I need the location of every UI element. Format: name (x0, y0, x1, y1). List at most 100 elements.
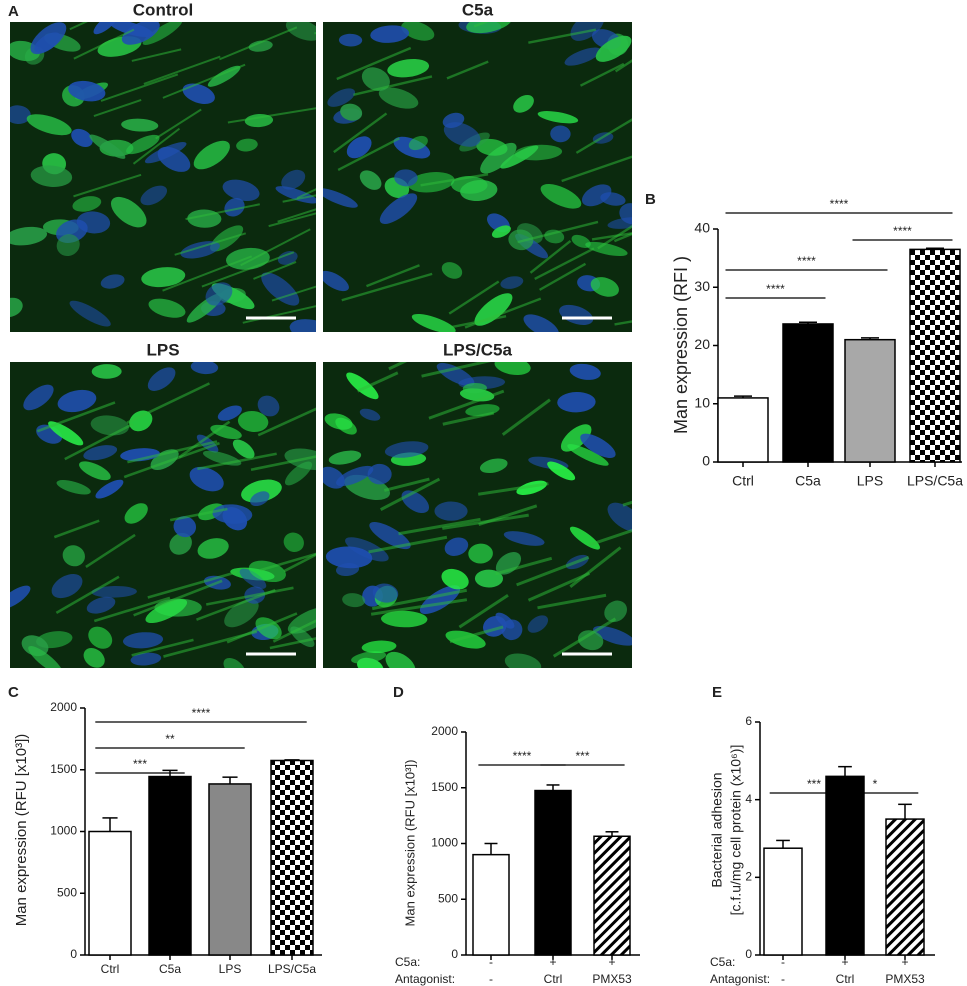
fiber (516, 555, 590, 587)
cell (607, 217, 632, 229)
cell (335, 563, 360, 577)
bar (885, 818, 925, 956)
cell (361, 640, 397, 654)
fiber (147, 570, 238, 599)
fiber (442, 411, 495, 426)
cell (83, 647, 105, 668)
fiber (575, 118, 632, 154)
bar (763, 847, 803, 956)
fiber (495, 556, 553, 576)
bar (208, 783, 252, 956)
cell (564, 47, 601, 66)
fiber (126, 382, 211, 424)
bar (472, 853, 510, 956)
cell (121, 118, 159, 132)
cell (100, 274, 125, 289)
fiber (333, 112, 388, 154)
cell (407, 172, 455, 193)
cell (476, 138, 508, 156)
cell (182, 83, 215, 104)
significance-label: **** (192, 706, 211, 720)
fiber (379, 477, 441, 511)
cell (394, 169, 418, 187)
bar (593, 835, 631, 956)
cell (76, 211, 111, 234)
significance-label: *** (133, 757, 147, 771)
y-axis-label: Man expression (RFU [x10³]) (13, 734, 30, 927)
cell (369, 522, 411, 550)
cell (480, 142, 517, 174)
row-label: Antagonist: (395, 972, 455, 986)
fiber (219, 26, 298, 61)
panel-label: E (712, 684, 722, 701)
fiber (588, 528, 632, 547)
y-tick-label: 500 (438, 891, 458, 905)
significance-label: * (873, 777, 878, 791)
fiber (169, 507, 228, 522)
image-label: C5a (462, 0, 494, 19)
x-tick-label: LPS (219, 962, 242, 976)
fiber (131, 48, 182, 62)
cell (367, 463, 392, 485)
fiber (529, 239, 572, 274)
micrograph (10, 22, 316, 332)
cell (325, 546, 373, 569)
significance-label: ** (165, 732, 175, 746)
fiber (100, 73, 179, 102)
fiber (421, 362, 492, 378)
x-tick-label: Ctrl (732, 473, 754, 489)
cell (401, 22, 435, 41)
cell (503, 531, 545, 546)
fiber (296, 188, 316, 200)
fiber (398, 517, 481, 536)
cell (48, 421, 84, 446)
cell (95, 479, 124, 499)
cell (205, 282, 233, 306)
cell (56, 480, 91, 495)
cell (550, 125, 571, 143)
fiber (458, 593, 509, 629)
micrograph (323, 362, 632, 668)
fiber (185, 203, 260, 221)
cell (336, 465, 374, 487)
cell (370, 25, 410, 43)
image-label: LPS (146, 340, 179, 359)
cell (384, 441, 429, 458)
micrograph (10, 362, 316, 668)
cell (500, 276, 524, 289)
fiber (614, 320, 632, 326)
cell (91, 364, 122, 379)
y-tick-label: 1500 (50, 762, 77, 776)
y-tick-label: 40 (694, 220, 710, 236)
panel-label: B (645, 191, 656, 208)
significance-label: **** (513, 749, 532, 763)
cell (10, 297, 23, 318)
cell (72, 196, 102, 212)
y-tick-label: 0 (451, 947, 458, 961)
fiber (370, 598, 468, 616)
fiber (622, 500, 632, 507)
fiber (539, 262, 587, 291)
fiber (162, 63, 246, 99)
cell (340, 103, 363, 121)
cell (197, 538, 229, 559)
fiber (597, 225, 632, 250)
cell (110, 196, 147, 228)
fiber (428, 389, 505, 420)
cell (547, 461, 576, 481)
x-tick-label: LPS (857, 473, 883, 489)
fiber (55, 575, 120, 614)
x-tick-label: LPS/C5a (268, 962, 316, 976)
cell (560, 424, 592, 452)
cell (277, 251, 298, 265)
fiber (143, 55, 221, 85)
cell (93, 22, 119, 35)
cell (378, 87, 419, 109)
y-tick-label: 1000 (431, 836, 458, 850)
cell (30, 22, 67, 55)
fiber (366, 264, 420, 288)
x-tick-label: C5a (159, 962, 181, 976)
cell (443, 122, 481, 147)
cell (79, 461, 111, 481)
cell (189, 466, 224, 492)
